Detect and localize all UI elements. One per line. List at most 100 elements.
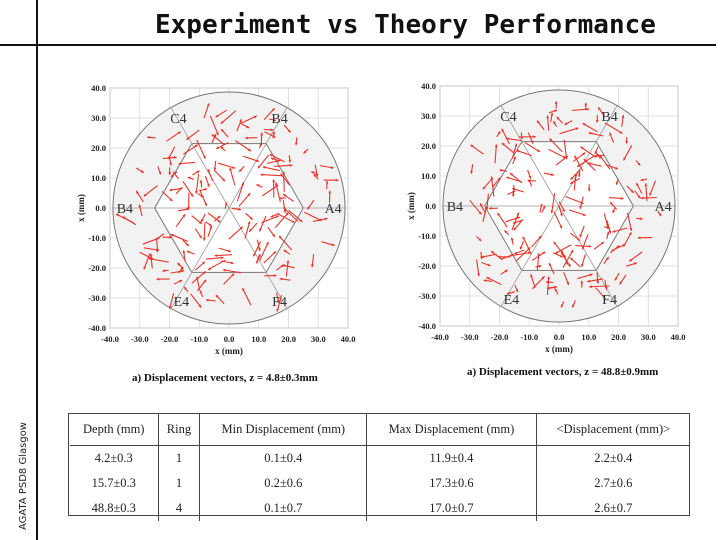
vector-arrowhead xyxy=(530,274,533,278)
vector-arrowhead xyxy=(570,249,574,253)
vector-arrowhead xyxy=(190,193,194,197)
vector-arrowhead xyxy=(548,263,552,267)
vector-arrowhead xyxy=(570,181,574,184)
vector-arrowhead xyxy=(506,291,510,295)
displacement-vector xyxy=(262,166,280,172)
vector-arrowhead xyxy=(286,260,290,264)
vector-arrowhead xyxy=(182,250,186,254)
vector-arrowhead xyxy=(486,277,490,280)
vector-arrowhead xyxy=(554,251,558,254)
vector-arrowhead xyxy=(283,194,286,197)
vector-arrowhead xyxy=(239,119,242,123)
vector-arrowhead xyxy=(595,119,599,123)
vector-arrowhead xyxy=(291,220,295,223)
vector-arrowhead xyxy=(246,125,250,129)
displacement-vector xyxy=(191,271,207,284)
displacement-vector xyxy=(234,140,252,152)
x-tick-label: 40.0 xyxy=(671,332,686,342)
vector-arrowhead xyxy=(178,162,182,165)
vector-arrowhead xyxy=(510,237,514,241)
vector-arrowhead xyxy=(303,150,307,154)
x-tick-label: -10.0 xyxy=(520,332,538,342)
displacement-vector xyxy=(143,185,158,197)
vector-arrowhead xyxy=(179,187,183,191)
vector-arrowhead xyxy=(198,221,202,224)
displacement-vector xyxy=(285,260,289,277)
y-axis-label: x (mm) xyxy=(76,194,86,222)
y-axis-label: x (mm) xyxy=(406,192,416,220)
x-tick-label: -40.0 xyxy=(101,334,119,344)
displacement-vector xyxy=(274,164,293,167)
vector-arrowhead xyxy=(299,219,303,222)
displacement-vector xyxy=(623,145,633,161)
vector-arrowhead xyxy=(249,228,252,232)
vector-arrowhead xyxy=(504,269,508,273)
displacement-vector xyxy=(649,180,657,196)
table-header-cell: <Displacement (mm)> xyxy=(535,413,690,446)
displacement-vector xyxy=(515,246,531,262)
y-tick-label: 0.0 xyxy=(95,203,106,213)
vector-arrowhead xyxy=(609,132,612,136)
vector-arrowhead xyxy=(542,251,546,255)
segment-boundary-outer xyxy=(170,272,193,309)
vector-arrowhead xyxy=(215,114,219,118)
table-cell: 11.9±0.4 xyxy=(366,445,537,471)
vector-arrowhead xyxy=(501,142,505,146)
displacement-vector xyxy=(182,180,194,197)
vector-arrowhead xyxy=(547,276,550,280)
vector-arrowhead xyxy=(324,217,328,221)
vector-arrowhead xyxy=(545,280,549,284)
vector-arrowhead xyxy=(554,109,558,113)
vector-arrowhead xyxy=(572,304,575,308)
vector-arrowhead xyxy=(499,168,503,172)
vector-arrowhead xyxy=(582,123,586,126)
segment-boundary-outer xyxy=(500,270,523,307)
displacement-vector xyxy=(510,251,531,257)
displacement-vector xyxy=(288,209,303,223)
vector-arrowhead xyxy=(577,174,581,178)
displacement-vector xyxy=(546,276,550,295)
displacement-vector xyxy=(220,110,237,125)
vector-arrowhead xyxy=(562,208,565,212)
vector-arrowhead xyxy=(516,149,520,153)
table-header-cell: Depth (mm) xyxy=(70,413,158,446)
vector-arrowhead xyxy=(530,140,534,144)
vector-arrowhead xyxy=(604,286,608,290)
vector-arrowhead xyxy=(311,171,314,174)
displacement-vector xyxy=(522,236,532,255)
vector-arrowhead xyxy=(170,233,174,237)
vector-arrowhead xyxy=(259,228,262,232)
vector-arrowhead xyxy=(583,159,587,162)
vector-arrowhead xyxy=(168,155,171,159)
vector-arrowhead xyxy=(574,173,578,177)
y-tick-label: 10.0 xyxy=(91,173,106,183)
vector-arrowhead xyxy=(490,176,494,180)
vector-arrowhead xyxy=(222,268,226,272)
vector-arrowhead xyxy=(227,249,231,253)
vector-arrowhead xyxy=(574,155,577,159)
vector-arrowhead xyxy=(273,274,277,278)
displacement-vector xyxy=(553,211,563,229)
displacement-vector xyxy=(195,173,200,194)
results-table: Depth (mm) Ring Min Displacement (mm) Ma… xyxy=(70,413,690,521)
table-row: 4.2±0.3 1 0.1±0.4 11.9±0.4 2.2±0.4 xyxy=(70,445,690,471)
vector-arrowhead xyxy=(539,203,543,207)
displacement-vectors xyxy=(115,103,339,312)
vector-arrowhead xyxy=(288,159,292,163)
displacement-vector xyxy=(143,253,151,270)
vector-arrowhead xyxy=(485,207,489,210)
vector-arrowhead xyxy=(136,190,139,194)
vector-arrowhead xyxy=(596,153,600,157)
vector-arrowhead xyxy=(335,178,339,182)
vector-arrowhead xyxy=(138,204,142,208)
vector-arrowhead xyxy=(276,299,280,303)
vector-arrowhead xyxy=(566,281,570,285)
table-cell: 1 xyxy=(157,471,200,496)
vector-arrowhead xyxy=(255,159,259,162)
vector-arrowhead xyxy=(514,251,518,255)
vector-arrowhead xyxy=(283,207,287,211)
vector-arrowhead xyxy=(185,243,189,247)
vector-arrowhead xyxy=(579,234,583,238)
vector-arrowhead xyxy=(610,202,613,206)
x-tick-label: 10.0 xyxy=(251,334,266,344)
